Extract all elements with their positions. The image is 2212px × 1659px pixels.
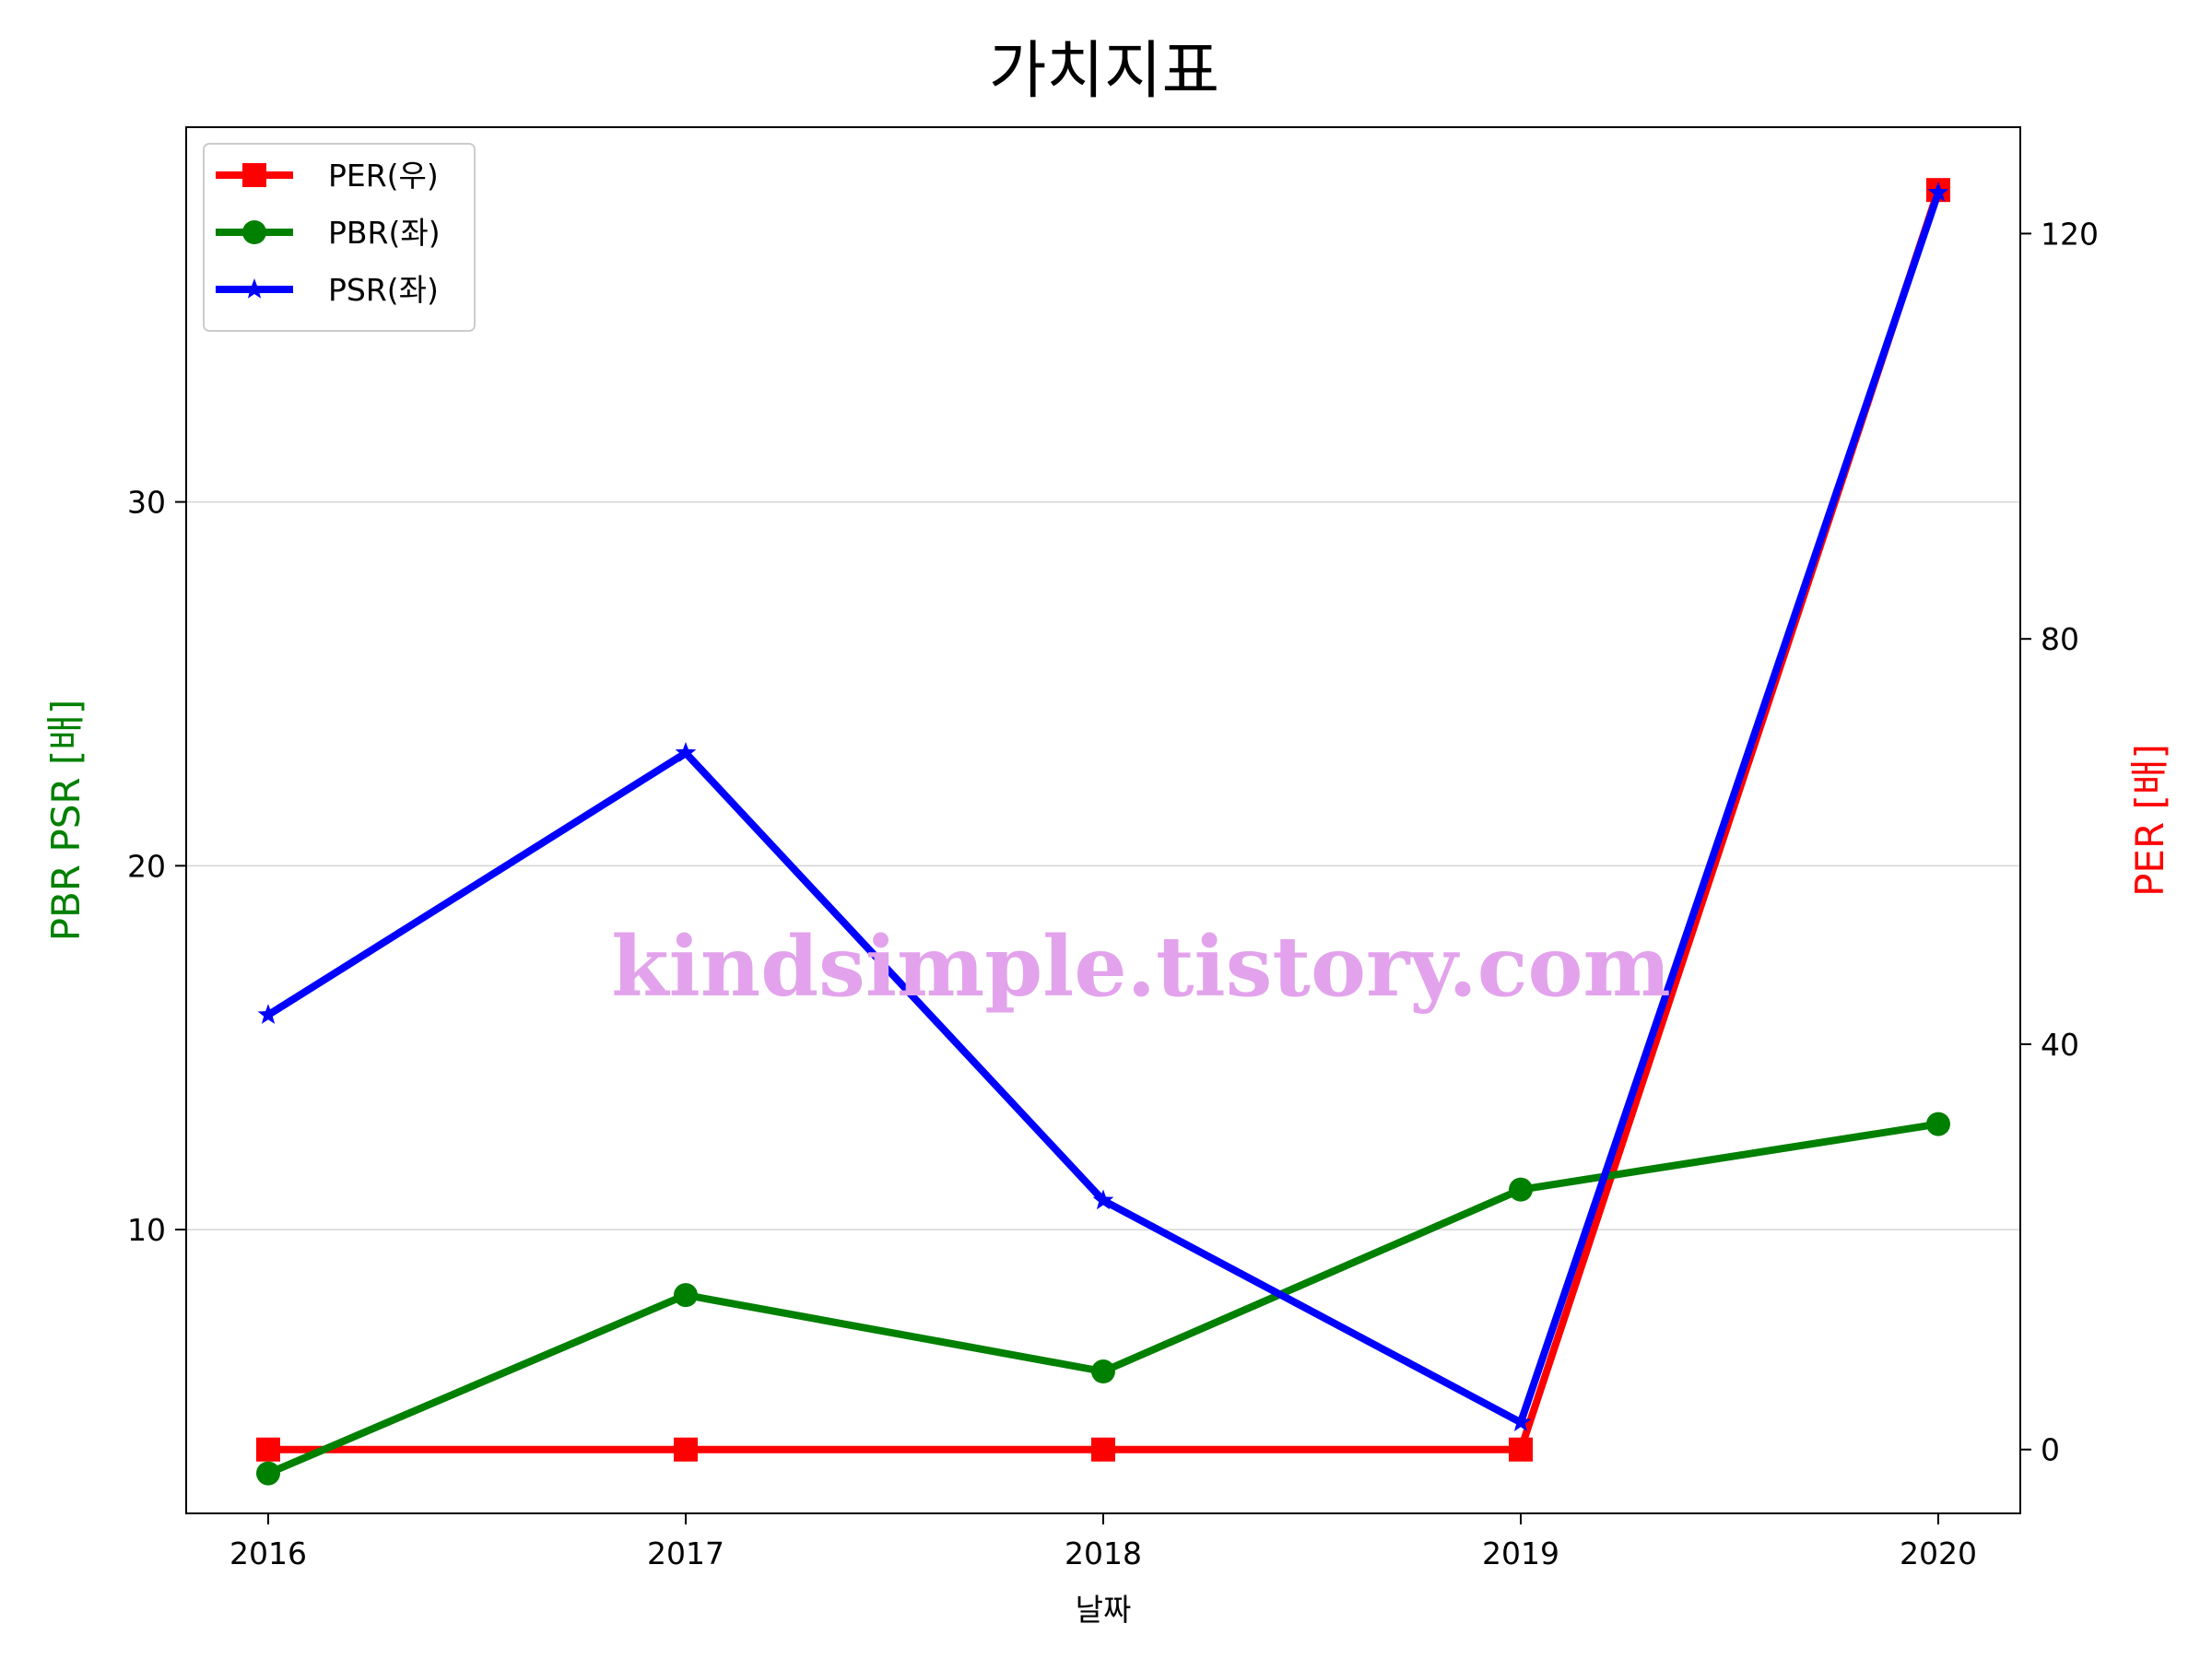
x-tick-label: 2019	[1482, 1535, 1559, 1571]
y-right-tick-label: 80	[2041, 621, 2079, 657]
data-point-pbr	[674, 1283, 698, 1308]
data-point-psr	[257, 1004, 279, 1024]
data-point-pbr	[1509, 1177, 1533, 1202]
watermark-text: kindsimple.tistory.com	[611, 918, 1671, 1016]
data-point-psr	[1927, 182, 1949, 202]
series-line-psr	[265, 191, 1942, 1427]
legend-item-per: PER(우)	[216, 158, 439, 194]
legend-marker	[242, 163, 266, 187]
y-axis-left: 10 20 30	[127, 485, 186, 1248]
y-axis-right-label: PER [배]	[2127, 744, 2172, 897]
grid-lines	[186, 500, 2020, 1230]
y-right-tick-label: 40	[2041, 1027, 2079, 1063]
plot-frame	[185, 126, 2021, 1514]
y-left-tick-label: 20	[127, 848, 166, 884]
x-axis: 2016 2017 2018 2019 2020	[229, 1513, 1977, 1571]
legend-item-psr: PSR(좌)	[216, 272, 439, 308]
series-psr	[257, 182, 1949, 1431]
legend-marker	[243, 278, 265, 299]
series-pbr	[256, 1112, 1950, 1486]
x-tick-label: 2018	[1065, 1535, 1142, 1571]
data-point-pbr	[1926, 1112, 1950, 1136]
legend-item-pbr: PBR(좌)	[216, 215, 441, 251]
x-tick-label: 2017	[647, 1535, 724, 1571]
data-point-psr	[1092, 1189, 1114, 1210]
legend-label: PER(우)	[328, 158, 439, 194]
legend-label: PBR(좌)	[328, 215, 441, 251]
series-layer	[256, 178, 1950, 1486]
legend-label: PSR(좌)	[328, 272, 439, 308]
y-axis-right: 0 40 80 120	[2020, 216, 2099, 1468]
y-right-tick-label: 0	[2041, 1432, 2060, 1468]
series-line-per	[268, 188, 1942, 1453]
series-per	[256, 178, 1950, 1462]
data-point-per	[674, 1437, 698, 1462]
y-left-tick-label: 30	[127, 485, 166, 521]
chart-title: 가치지표	[989, 35, 1219, 108]
x-tick-label: 2016	[229, 1535, 307, 1571]
x-tick-label: 2020	[1900, 1535, 1977, 1571]
data-point-per	[1509, 1437, 1533, 1462]
legend-marker	[242, 220, 266, 244]
series-line-pbr	[266, 1120, 1939, 1477]
y-axis-left-label: PBR PSR [배]	[43, 700, 88, 942]
data-point-pbr	[1091, 1359, 1115, 1384]
legend: PER(우) PBR(좌) PSR(좌)	[203, 143, 476, 332]
y-right-tick-label: 120	[2041, 216, 2099, 252]
data-point-pbr	[256, 1461, 280, 1486]
data-point-per	[256, 1437, 280, 1462]
y-left-tick-label: 10	[127, 1212, 166, 1248]
data-point-per	[1091, 1437, 1115, 1462]
x-axis-label: 날짜	[1076, 1592, 1132, 1628]
legend-box	[203, 143, 476, 332]
data-point-psr	[675, 742, 697, 762]
data-point-psr	[1510, 1411, 1532, 1431]
